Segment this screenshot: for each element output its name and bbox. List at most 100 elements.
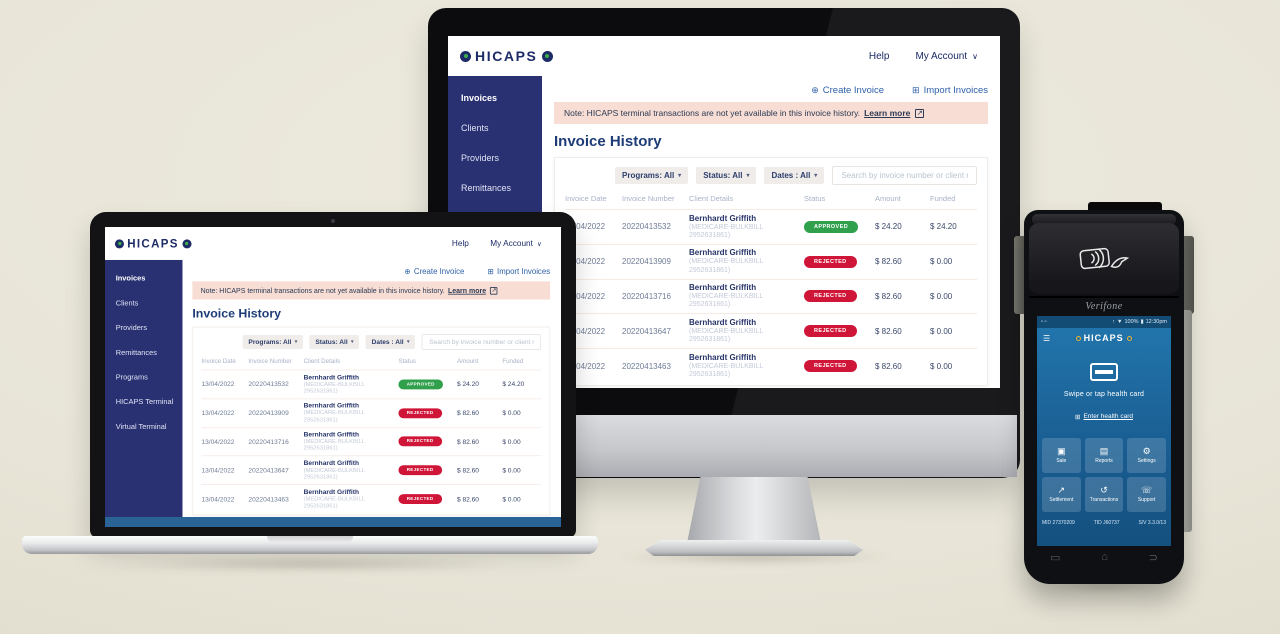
column-header: Status <box>398 357 416 365</box>
status-badge: APPROVED <box>398 379 444 390</box>
my-account-menu[interactable]: My Account ∨ <box>915 51 978 62</box>
sidebar-item[interactable]: Virtual Terminal <box>115 422 167 431</box>
caret-down-icon: ▾ <box>678 173 682 179</box>
filter-dropdown[interactable]: Status: All ▾ <box>309 334 360 349</box>
hamburger-menu-icon[interactable]: ☰ <box>1043 333 1051 343</box>
column-header: Invoice Number <box>622 194 675 203</box>
help-link[interactable]: Help <box>451 238 469 249</box>
learn-more-link[interactable]: Learn more <box>864 108 911 118</box>
sidebar-item[interactable]: Clients <box>115 298 139 307</box>
filter-dropdown[interactable]: Programs: All ▾ <box>242 334 303 349</box>
create-invoice-button[interactable]: ⊕ Create Invoice <box>811 85 884 96</box>
table-row[interactable]: 13/04/2022 20220413532 Bernhardt Griffit… <box>201 370 542 400</box>
gold-dot-icon <box>1075 335 1081 341</box>
page-title: Invoice History <box>192 306 282 321</box>
recents-icon[interactable]: ▭ <box>1050 552 1061 564</box>
terminal-tile[interactable]: ↗ Settlement <box>1042 477 1081 512</box>
filter-label: Programs: All <box>622 171 675 180</box>
table-row[interactable]: 13/04/2022 20220413647 Bernhardt Griffit… <box>201 456 542 486</box>
table-row[interactable]: 13/04/2022 20220413647 Bernhardt Griffit… <box>565 314 977 350</box>
sidebar-item[interactable]: Programs <box>115 372 148 382</box>
filter-dropdown[interactable]: Status: All ▾ <box>696 167 757 184</box>
terminal-tile[interactable]: ↺ Transactions <box>1084 477 1124 512</box>
client-name: Bernhardt Griffith <box>689 317 757 327</box>
app-header: HICAPS Help My Account ∨ <box>105 227 560 260</box>
status-badge: REJECTED <box>398 465 442 476</box>
tile-label: Settings <box>1137 458 1156 464</box>
wifi-icon: ▼ <box>1117 319 1123 325</box>
terminal-tile[interactable]: ▤ Reports <box>1084 438 1124 473</box>
table-row[interactable]: 13/04/2022 20220413716 Bernhardt Griffit… <box>565 280 977 315</box>
sidebar-item[interactable]: Invoices <box>461 93 498 103</box>
table-row[interactable]: 13/04/2022 20220413532 Bernhardt Griffit… <box>565 210 977 245</box>
terminal-tile[interactable]: ☏ Support <box>1127 477 1166 512</box>
upload-icon: ↑ <box>1112 319 1116 325</box>
import-invoices-button[interactable]: ⊞ Import Invoices <box>488 267 551 276</box>
client-details-cell: Bernhardt Griffith (MEDICARE-BULKBILL 29… <box>689 353 801 380</box>
sidebar-item[interactable]: Remittances <box>115 348 157 357</box>
status-badge: REJECTED <box>398 408 442 418</box>
filter-label: Dates : All <box>371 338 404 346</box>
client-program: (MEDICARE-BULKBILL <box>689 293 764 301</box>
client-number: 2952631861) <box>303 388 338 395</box>
tile-label: Settlement <box>1049 497 1074 503</box>
table-row[interactable]: 13/04/2022 20220413909 Bernhardt Griffit… <box>201 399 542 428</box>
client-number: 2952631861) <box>303 445 338 452</box>
learn-more-link[interactable]: Learn more <box>447 286 487 295</box>
table-row[interactable]: 13/04/2022 20220413463 Bernhardt Griffit… <box>201 485 541 513</box>
funded-cell: $ 24.20 <box>930 222 957 232</box>
client-number: 2952631861) <box>303 474 338 481</box>
client-details-cell: Bernhardt Griffith (MEDICARE-BULKBILL 29… <box>689 248 801 275</box>
table-row[interactable]: 13/04/2022 20220413716 Bernhardt Griffit… <box>201 428 542 457</box>
laptop-screen: HICAPS Help My Account ∨ Invoices Clients… <box>105 227 561 527</box>
terminal-tile[interactable]: ▣ Sale <box>1042 438 1081 473</box>
search-input[interactable] <box>832 166 977 185</box>
laptop-base <box>22 536 598 554</box>
swipe-card-icon <box>1090 363 1118 381</box>
status-badge: REJECTED <box>804 360 857 373</box>
filter-dropdown[interactable]: Programs: All ▾ <box>615 167 689 184</box>
status-badge: REJECTED <box>398 494 442 504</box>
my-account-menu[interactable]: My Account ∨ <box>490 239 542 248</box>
actions-row: ⊕ Create Invoice ⊞ Import Invoices <box>192 262 550 281</box>
filter-row: Programs: All ▾ Status: All ▾ Dates : Al… <box>201 334 542 350</box>
tile-icon: ▣ <box>1057 446 1066 456</box>
back-icon[interactable]: ⊃ <box>1148 552 1158 564</box>
invoice-number-cell: 20220413909 <box>622 257 671 267</box>
create-invoice-button[interactable]: ⊕ Create Invoice <box>404 267 464 276</box>
hicaps-logo: HICAPS <box>114 237 192 250</box>
caret-down-icon: ▾ <box>294 339 298 345</box>
help-link[interactable]: Help <box>868 50 890 62</box>
terminal-tile[interactable]: ⚙ Settings <box>1127 438 1166 473</box>
tile-icon: ↗ <box>1057 485 1066 495</box>
client-number: 2952631861) <box>303 417 338 423</box>
import-invoices-button[interactable]: ⊞ Import Invoices <box>912 85 988 96</box>
enter-health-card-link[interactable]: ⊞ Enter health card <box>1037 413 1171 421</box>
client-program: (MEDICARE-BULKBILL <box>303 381 365 388</box>
import-invoices-label: Import Invoices <box>497 267 551 277</box>
sidebar-item[interactable]: Clients <box>461 123 489 133</box>
search-input[interactable] <box>421 334 542 350</box>
client-program: (MEDICARE-BULKBILL <box>689 362 764 370</box>
caret-down-icon: ▾ <box>351 339 354 345</box>
filter-dropdown[interactable]: Dates : All ▾ <box>365 334 416 349</box>
amount-cell: $ 24.20 <box>875 222 902 232</box>
table-row[interactable]: 13/04/2022 20220413909 Bernhardt Griffit… <box>565 245 977 280</box>
terminal-top-cap <box>1032 214 1176 225</box>
sidebar-item[interactable]: Providers <box>461 153 500 163</box>
filter-label: Status: All <box>315 338 348 346</box>
swipe-prompt: Swipe or tap health card <box>1063 391 1145 398</box>
table-row[interactable]: 13/04/2022 20220413463 Bernhardt Griffit… <box>565 349 977 383</box>
invoice-date-cell: 13/04/2022 <box>201 466 235 475</box>
filter-dropdown[interactable]: Dates : All ▾ <box>764 167 825 184</box>
funded-cell: $ 0.00 <box>930 326 953 336</box>
home-icon[interactable]: ⌂ <box>1101 551 1108 563</box>
sidebar-item[interactable]: Providers <box>115 323 148 332</box>
sidebar-item[interactable]: HICAPS Terminal <box>115 397 174 406</box>
tile-icon: ☏ <box>1141 485 1153 495</box>
sidebar-item[interactable]: Invoices <box>115 273 146 283</box>
terminal-seam <box>1029 296 1179 298</box>
sidebar-item[interactable]: Remittances <box>461 183 512 193</box>
app-body: Invoices Clients Providers Remittances Progr… <box>105 259 560 518</box>
